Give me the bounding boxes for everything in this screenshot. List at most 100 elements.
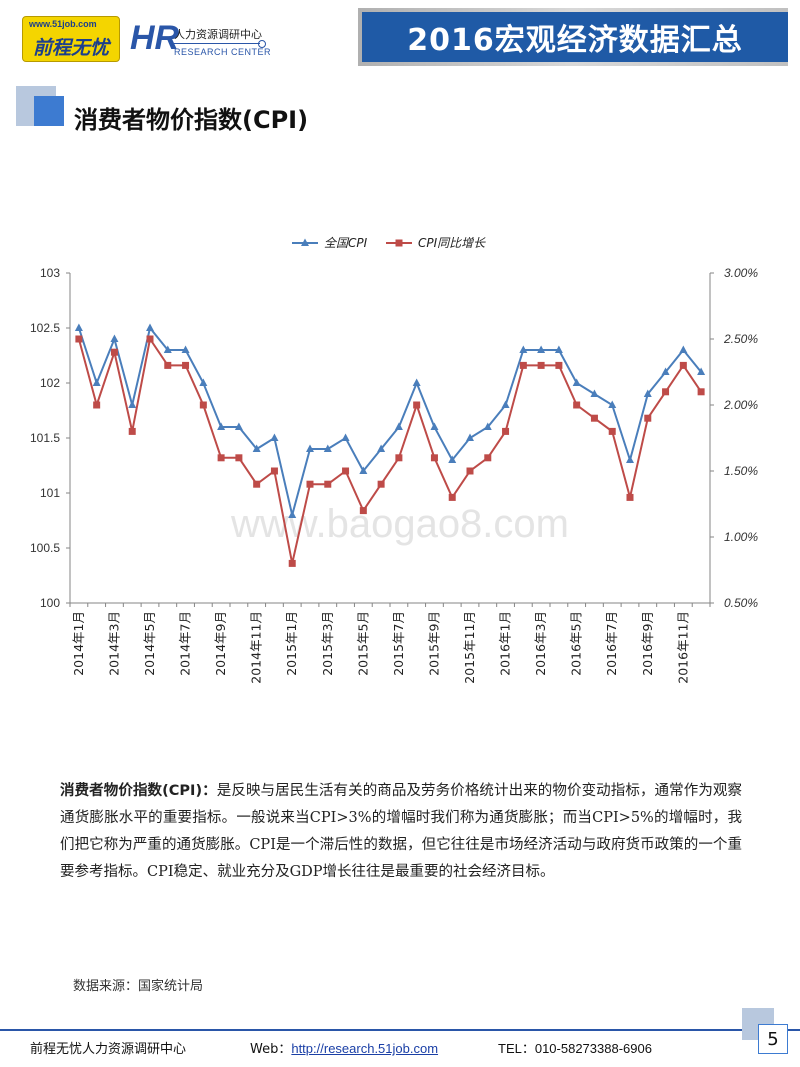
cpi-growth-point bbox=[288, 559, 296, 567]
cpi-point bbox=[217, 422, 226, 430]
cpi-point bbox=[234, 422, 243, 430]
cpi-description: 消费者物价指数(CPI)：是反映与居民生活有关的商品及劳务价格统计出来的物价变动… bbox=[60, 778, 742, 886]
cpi-point bbox=[74, 323, 83, 331]
cpi-growth-point bbox=[430, 454, 438, 462]
series-line-0 bbox=[77, 325, 702, 516]
cpi-growth-point bbox=[448, 493, 456, 501]
cpi-chart: www.baogao8.com 103 102.5 102 101.5 101 100.5… bbox=[0, 225, 800, 705]
cpi-point bbox=[146, 323, 154, 331]
cpi-growth-point bbox=[146, 335, 154, 343]
section-heading: 消费者物价指数(CPI) bbox=[16, 86, 716, 136]
cpi-growth-point bbox=[253, 480, 261, 488]
cpi-growth-point bbox=[128, 427, 136, 435]
footer-web-link[interactable]: http://research.51job.com bbox=[291, 1041, 439, 1056]
cpi-growth-point bbox=[413, 401, 421, 409]
cpi-point bbox=[323, 444, 332, 452]
cpi-point bbox=[679, 345, 688, 353]
x-tick-label: 2016年9月 bbox=[640, 611, 655, 676]
cpi-growth-point bbox=[235, 454, 243, 462]
y-left-tick-label: 102.5 bbox=[30, 321, 60, 335]
cpi-point bbox=[430, 422, 439, 430]
x-tick-label: 2014年5月 bbox=[142, 611, 157, 676]
chart-axes: 103 102.5 102 101.5 101 100.5 100 3.00% 2.50% 2.0… bbox=[30, 266, 758, 684]
y-left-tick-label: 103 bbox=[40, 266, 60, 280]
footer-divider bbox=[0, 1029, 800, 1031]
logo-url: www.51job.com bbox=[29, 19, 97, 29]
cpi-growth-point bbox=[342, 467, 350, 475]
y-left-tick-label: 101 bbox=[40, 486, 60, 500]
y-left-tick-label: 101.5 bbox=[30, 431, 60, 445]
cpi-growth-point bbox=[644, 414, 652, 422]
x-tick-label: 2015年9月 bbox=[426, 611, 441, 676]
cpi-growth-point bbox=[519, 361, 527, 369]
cpi-point bbox=[359, 466, 368, 474]
hr-mark: HR bbox=[130, 19, 180, 57]
cpi-growth-point bbox=[484, 454, 492, 462]
cpi-growth-point bbox=[75, 335, 83, 343]
section-square-front bbox=[34, 96, 64, 126]
description-term: 消费者物价指数(CPI)： bbox=[60, 783, 217, 799]
cpi-point bbox=[519, 345, 528, 353]
y-right-tick-label: 1.00% bbox=[724, 530, 758, 544]
x-tick-label: 2015年7月 bbox=[391, 611, 406, 676]
cpi-growth-point bbox=[377, 480, 385, 488]
cpi-growth-point bbox=[199, 401, 207, 409]
cpi-growth-point bbox=[324, 480, 332, 488]
footer-web-label: Web： bbox=[250, 1042, 292, 1057]
cpi-growth-point bbox=[608, 427, 616, 435]
cpi-growth-point bbox=[555, 361, 563, 369]
y-left-tick-label: 100 bbox=[40, 596, 60, 610]
cpi-point bbox=[128, 400, 137, 408]
hr-research-logo: HR 人力资源调研中心 RESEARCH CENTER bbox=[130, 18, 280, 64]
cpi-growth-point bbox=[110, 348, 118, 356]
hr-logo-dot bbox=[258, 40, 266, 48]
cpi-growth-point bbox=[590, 414, 598, 422]
legend-marker-0 bbox=[301, 238, 309, 246]
cpi-growth-point bbox=[395, 454, 403, 462]
cpi-point bbox=[554, 345, 563, 353]
title-banner-inner: 2016宏观经济数据汇总 bbox=[362, 12, 788, 62]
x-tick-label: 2015年1月 bbox=[284, 611, 299, 676]
hr-logo-cn: 人力资源调研中心 bbox=[174, 28, 262, 41]
cpi-growth-point bbox=[573, 401, 581, 409]
x-tick-label: 2014年7月 bbox=[178, 611, 193, 676]
cpi-growth-point bbox=[466, 467, 474, 475]
cpi-growth-point bbox=[164, 361, 172, 369]
cpi-point bbox=[199, 378, 208, 386]
y-right-tick-label: 3.00% bbox=[724, 266, 758, 280]
title-banner: 2016宏观经济数据汇总 bbox=[358, 8, 788, 66]
x-tick-label: 2014年11月 bbox=[249, 611, 264, 684]
cpi-point bbox=[252, 444, 261, 452]
cpi-point bbox=[608, 400, 617, 408]
cpi-growth-point bbox=[697, 388, 705, 396]
cpi-point bbox=[288, 510, 297, 518]
legend-label-0: 全国CPI bbox=[324, 236, 368, 250]
cpi-point bbox=[181, 345, 190, 353]
x-tick-label: 2015年5月 bbox=[355, 611, 370, 676]
legend-label-1: CPI同比增长 bbox=[418, 236, 486, 250]
cpi-point bbox=[270, 433, 279, 441]
hr-logo-en: RESEARCH CENTER bbox=[174, 47, 272, 57]
cpi-point bbox=[572, 378, 581, 386]
chart-legend: 全国CPI CPI同比增长 bbox=[292, 236, 486, 250]
51job-logo: www.51job.com 前程无忧 bbox=[22, 16, 120, 62]
x-tick-label: 2016年1月 bbox=[498, 611, 513, 676]
x-tick-label: 2016年7月 bbox=[604, 611, 619, 676]
x-tick-label: 2015年11月 bbox=[462, 611, 477, 684]
cpi-growth-point bbox=[93, 401, 101, 409]
footer-org: 前程无忧人力资源调研中心 bbox=[30, 1042, 187, 1057]
section-title: 消费者物价指数(CPI) bbox=[74, 106, 309, 134]
description-text: 是反映与居民生活有关的商品及劳务价格统计出来的物价变动指标，通常作为观察通货膨胀… bbox=[60, 783, 743, 880]
data-source: 数据来源：国家统计局 bbox=[73, 979, 204, 994]
cpi-growth-point bbox=[182, 361, 190, 369]
y-right-tick-label: 0.50% bbox=[724, 596, 758, 610]
cpi-point bbox=[466, 433, 474, 441]
x-tick-label: 2014年9月 bbox=[213, 611, 228, 676]
cpi-point bbox=[661, 367, 670, 375]
x-tick-label: 2014年3月 bbox=[106, 611, 121, 676]
cpi-point bbox=[110, 334, 119, 342]
cpi-growth-point bbox=[270, 467, 278, 475]
page-footer: 前程无忧人力资源调研中心 Web：http://research.51job.c… bbox=[0, 1036, 800, 1058]
cpi-point bbox=[412, 378, 421, 386]
cpi-growth-point bbox=[306, 480, 314, 488]
